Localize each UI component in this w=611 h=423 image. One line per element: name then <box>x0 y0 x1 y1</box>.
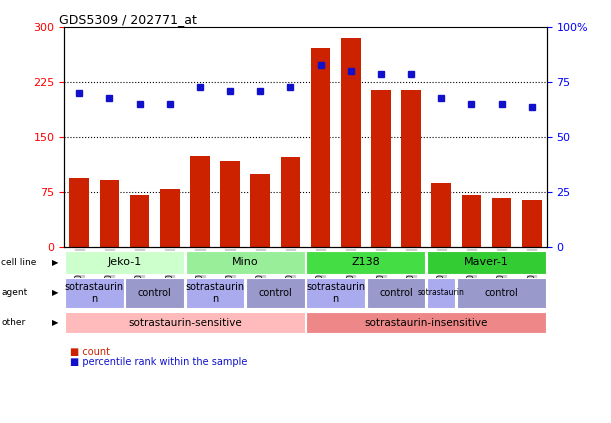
Text: Z138: Z138 <box>351 257 380 267</box>
Bar <box>125 278 184 308</box>
Bar <box>100 180 119 247</box>
Text: sotrastaurin-sensitive: sotrastaurin-sensitive <box>128 318 242 327</box>
Bar <box>251 174 270 247</box>
Bar <box>306 250 425 274</box>
Bar <box>186 250 305 274</box>
Text: ▶: ▶ <box>52 258 58 267</box>
Bar <box>457 278 546 308</box>
Text: sotrastaurin: sotrastaurin <box>418 288 465 297</box>
Text: ▶: ▶ <box>52 318 58 327</box>
Text: sotrastaurin
n: sotrastaurin n <box>306 282 365 304</box>
Text: ■ percentile rank within the sample: ■ percentile rank within the sample <box>70 357 247 367</box>
Bar <box>492 198 511 247</box>
Bar <box>306 312 546 333</box>
Bar <box>367 278 425 308</box>
Text: sotrastaurin
n: sotrastaurin n <box>65 282 124 304</box>
Bar <box>280 157 300 247</box>
Text: control: control <box>485 288 519 298</box>
Text: Jeko-1: Jeko-1 <box>108 257 142 267</box>
Bar <box>190 156 210 247</box>
Text: ■ count: ■ count <box>70 347 110 357</box>
Bar <box>427 278 455 308</box>
Bar <box>522 200 541 247</box>
Bar <box>306 278 365 308</box>
Text: ▶: ▶ <box>52 288 58 297</box>
Text: sotrastaurin
n: sotrastaurin n <box>185 282 244 304</box>
Text: GDS5309 / 202771_at: GDS5309 / 202771_at <box>59 14 197 26</box>
Text: other: other <box>1 318 26 327</box>
Bar <box>65 312 305 333</box>
Bar <box>160 189 180 247</box>
Text: sotrastaurin-insensitive: sotrastaurin-insensitive <box>365 318 488 327</box>
Bar <box>341 38 360 247</box>
Bar <box>130 195 149 247</box>
Text: Maver-1: Maver-1 <box>464 257 509 267</box>
Bar <box>431 183 451 247</box>
Bar <box>401 90 421 247</box>
Bar <box>462 195 481 247</box>
Bar <box>427 250 546 274</box>
Bar <box>186 278 244 308</box>
Text: cell line: cell line <box>1 258 37 267</box>
Text: control: control <box>138 288 172 298</box>
Bar <box>65 278 123 308</box>
Bar <box>65 250 184 274</box>
Bar <box>371 90 390 247</box>
Text: agent: agent <box>1 288 27 297</box>
Bar <box>221 161 240 247</box>
Text: control: control <box>379 288 413 298</box>
Text: Mino: Mino <box>232 257 258 267</box>
Bar <box>311 48 331 247</box>
Bar <box>70 178 89 247</box>
Bar <box>246 278 305 308</box>
Text: control: control <box>258 288 292 298</box>
